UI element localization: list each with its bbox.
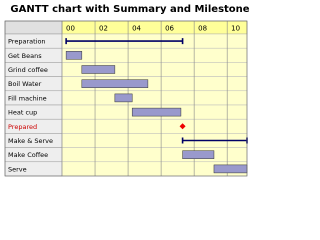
task-label: Get Beans [8,52,42,60]
summary-bar [65,38,184,45]
task-label: Boil Water [8,80,42,88]
header-background [61,20,248,35]
row-background [61,90,248,106]
x-tick-label: 04 [132,25,141,33]
task-label: Prepared [8,123,37,131]
task-bar [81,65,116,74]
plot-border [4,20,248,177]
task-bar [81,79,149,88]
chart: GANTT chart with Summary and Milestone 0… [4,4,250,177]
task-label: Preparation [8,38,46,46]
task-label: Make & Serve [8,137,53,145]
x-tick-label: 02 [99,25,108,33]
task-label: Make Coffee [8,151,48,159]
task-bar [213,164,248,174]
row-background [61,147,248,163]
chart-title: GANTT chart with Summary and Milestone [10,4,249,15]
label-header [4,20,63,35]
milestone [179,123,186,130]
task-bar [182,150,215,159]
x-tick-label: 10 [231,25,240,33]
task-label: Fill machine [8,94,47,102]
x-tick-label: 06 [165,25,174,33]
page: GANTT chart with Summary and Milestone 0… [4,4,250,177]
row-background [61,47,248,63]
task-bar [65,51,83,60]
x-tick-label: 00 [66,25,75,33]
task-bar [114,93,133,103]
x-tick-label: 08 [198,25,207,33]
task-bar [131,107,182,117]
task-label: Serve [8,165,27,173]
task-label: Grind coffee [8,66,48,74]
task-label: Heat cup [8,109,37,117]
row-background [61,118,248,134]
